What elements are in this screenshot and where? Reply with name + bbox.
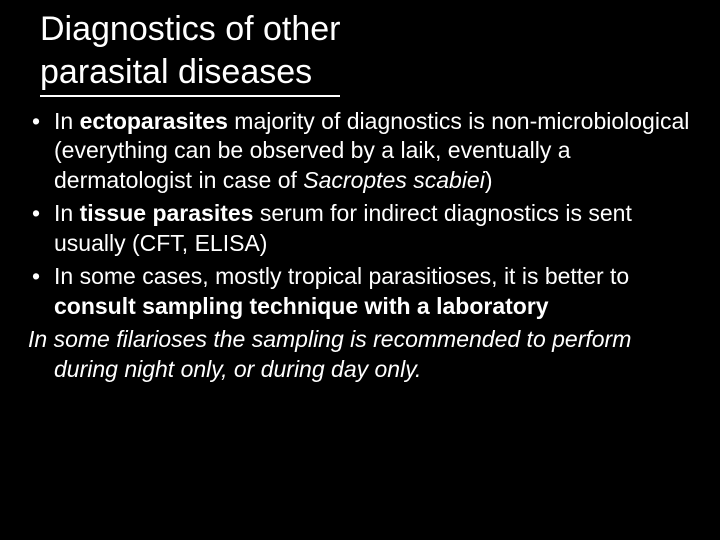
title-line-2: parasital diseases: [40, 53, 312, 91]
bullet-item: In some cases, mostly tropical parasitio…: [28, 262, 694, 321]
bullet-bold: ectoparasites: [80, 108, 228, 134]
slide-content: In ectoparasites majority of diagnostics…: [26, 107, 694, 384]
closing-note: In some filarioses the sampling is recom…: [28, 325, 694, 384]
bullet-bold: tissue parasites: [80, 200, 254, 226]
bullet-text: In: [54, 200, 80, 226]
bullet-list: In ectoparasites majority of diagnostics…: [28, 107, 694, 321]
bullet-text: In: [54, 108, 80, 134]
bullet-italic: Sacroptes scabiei: [303, 167, 485, 193]
bullet-text: In some cases, mostly tropical parasitio…: [54, 263, 629, 289]
bullet-item: In tissue parasites serum for indirect d…: [28, 199, 694, 258]
bullet-item: In ectoparasites majority of diagnostics…: [28, 107, 694, 195]
slide-title: Diagnostics of other parasital diseases: [26, 8, 694, 93]
bullet-text: ): [485, 167, 493, 193]
title-line-1: Diagnostics of other: [40, 10, 341, 48]
bullet-bold: consult sampling technique with a labora…: [54, 293, 549, 319]
title-underline: [40, 95, 340, 97]
